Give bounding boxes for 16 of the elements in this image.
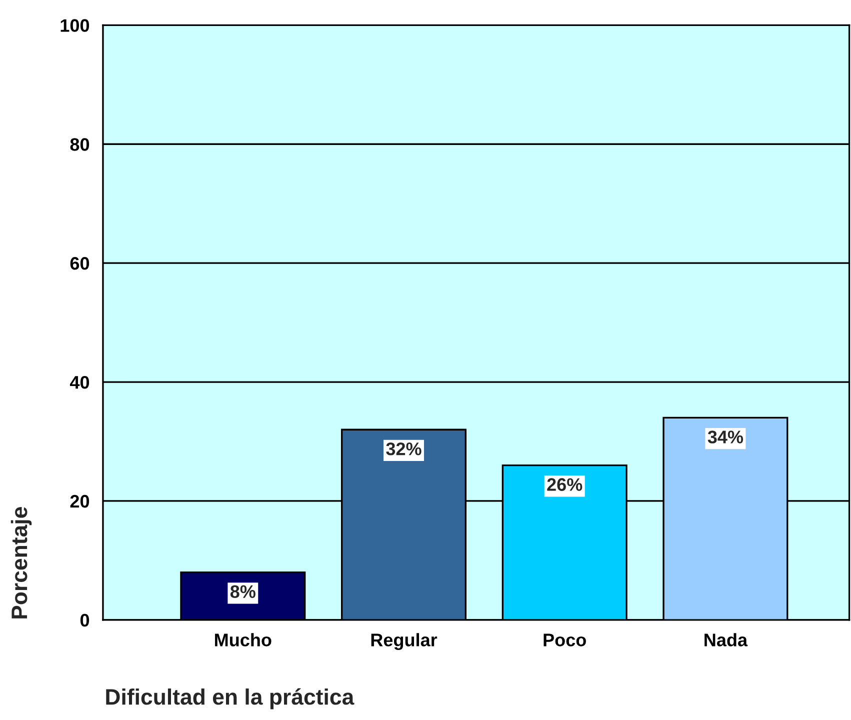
x-tick-label: Mucho xyxy=(215,633,272,646)
y-tick-label: 80 xyxy=(70,138,90,151)
y-tick-label: 20 xyxy=(70,494,90,508)
data-label: 32% xyxy=(386,442,422,456)
x-tick-label: Nada xyxy=(704,633,748,646)
y-tick-label: 40 xyxy=(70,376,90,389)
x-tick-label: Regular xyxy=(371,633,438,650)
x-tick-label: Poco xyxy=(544,634,586,646)
data-label: 26% xyxy=(547,478,582,491)
data-label: 34% xyxy=(708,430,744,444)
data-label: 8% xyxy=(230,585,256,598)
y-tick-label: 60 xyxy=(70,257,90,270)
x-axis-title: Dificultad en la práctica xyxy=(106,688,354,710)
y-axis-title: Porcentaje xyxy=(10,507,32,618)
y-tick-label: 100 xyxy=(60,19,90,32)
y-tick-label: 0 xyxy=(80,614,90,627)
